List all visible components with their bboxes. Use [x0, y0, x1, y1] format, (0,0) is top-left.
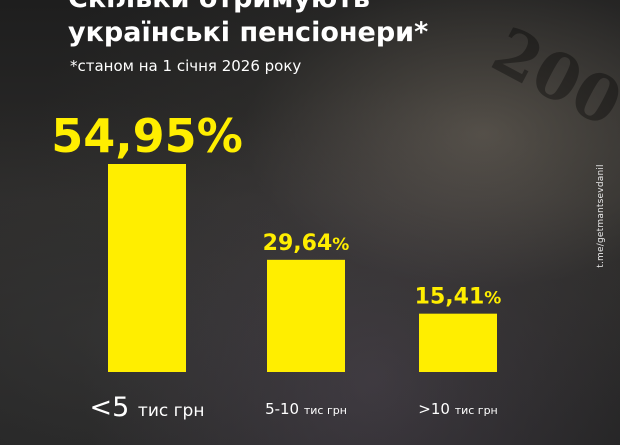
chart-subtitle: *станом на 1 січня 2026 року — [70, 57, 302, 75]
bar-2 — [267, 259, 345, 372]
data-label-2: 29,64% — [263, 231, 350, 256]
bar-1 — [108, 164, 186, 372]
data-label-1: 54,95% — [51, 109, 243, 163]
chart-title-line-1: Скільки отримують — [68, 0, 370, 14]
data-label-3: 15,41% — [415, 285, 502, 310]
category-label-1: <5 тис грн — [90, 392, 205, 423]
category-label-2: 5-10 тис грн — [265, 400, 347, 418]
category-label-3: >10 тис грн — [418, 400, 498, 418]
chart-title: Скільки отримують українські пенсіонери* — [68, 0, 428, 50]
bar-3 — [419, 313, 497, 372]
chart-title-line-2: українські пенсіонери* — [68, 17, 429, 48]
